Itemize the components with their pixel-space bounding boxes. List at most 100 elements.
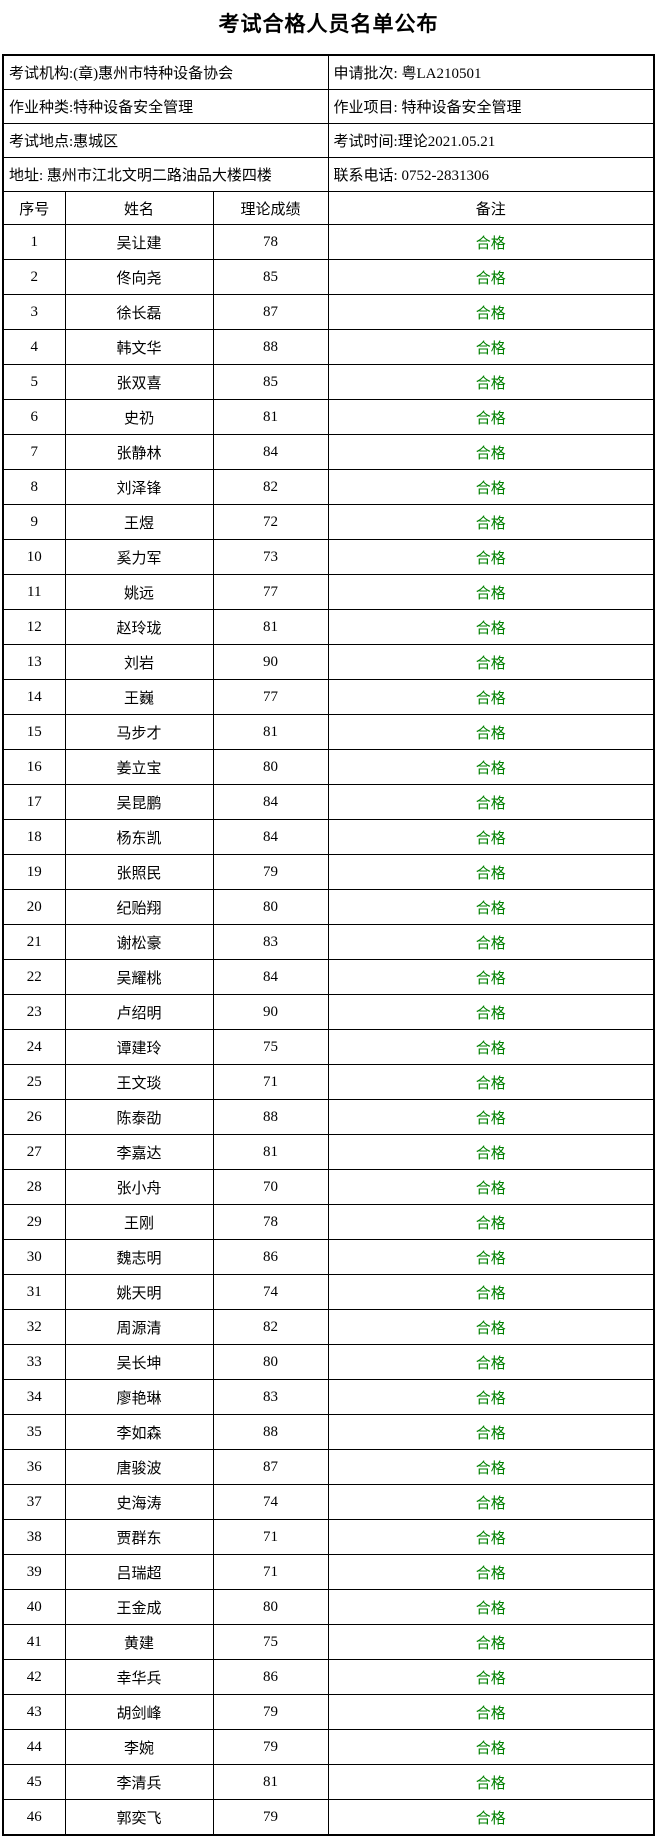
- table-row: 30 魏志明 86 合格: [2, 1239, 655, 1275]
- serial-cell: 4: [2, 329, 66, 365]
- serial-cell: 45: [2, 1764, 66, 1800]
- name-cell: 吴昆鹏: [64, 784, 214, 820]
- name-cell: 幸华兵: [64, 1659, 214, 1695]
- table-row: 3 徐长磊 87 合格: [2, 294, 655, 330]
- serial-cell: 43: [2, 1694, 66, 1730]
- remark-cell: 合格: [327, 504, 655, 540]
- name-cell: 佟向尧: [64, 259, 214, 295]
- header-remark: 备注: [327, 191, 655, 225]
- remark-cell: 合格: [327, 574, 655, 610]
- serial-cell: 11: [2, 574, 66, 610]
- remark-cell: 合格: [327, 1449, 655, 1485]
- score-cell: 86: [212, 1659, 329, 1695]
- remark-cell: 合格: [327, 609, 655, 645]
- serial-cell: 10: [2, 539, 66, 575]
- score-cell: 78: [212, 1204, 329, 1240]
- score-cell: 75: [212, 1029, 329, 1065]
- name-cell: 李婉: [64, 1729, 214, 1765]
- info-cell-left: 作业种类:特种设备安全管理: [2, 89, 329, 124]
- table-row: 25 王文琰 71 合格: [2, 1064, 655, 1100]
- table-row: 28 张小舟 70 合格: [2, 1169, 655, 1205]
- name-cell: 廖艳琳: [64, 1379, 214, 1415]
- score-cell: 81: [212, 1134, 329, 1170]
- name-cell: 黄建: [64, 1624, 214, 1660]
- remark-cell: 合格: [327, 1694, 655, 1730]
- serial-cell: 27: [2, 1134, 66, 1170]
- serial-cell: 12: [2, 609, 66, 645]
- table-row: 40 王金成 80 合格: [2, 1589, 655, 1625]
- name-cell: 王巍: [64, 679, 214, 715]
- name-cell: 唐骏波: [64, 1449, 214, 1485]
- score-cell: 79: [212, 1694, 329, 1730]
- name-cell: 吴让建: [64, 224, 214, 260]
- remark-cell: 合格: [327, 1134, 655, 1170]
- remark-cell: 合格: [327, 1764, 655, 1800]
- remark-cell: 合格: [327, 1519, 655, 1555]
- remark-cell: 合格: [327, 1659, 655, 1695]
- score-cell: 80: [212, 1589, 329, 1625]
- score-cell: 83: [212, 924, 329, 960]
- serial-cell: 6: [2, 399, 66, 435]
- table-row: 46 郭奕飞 79 合格: [2, 1799, 655, 1836]
- score-cell: 75: [212, 1624, 329, 1660]
- table-row: 22 吴耀桃 84 合格: [2, 959, 655, 995]
- serial-cell: 14: [2, 679, 66, 715]
- info-cell-left: 考试地点:惠城区: [2, 123, 329, 158]
- remark-cell: 合格: [327, 959, 655, 995]
- score-cell: 83: [212, 1379, 329, 1415]
- remark-cell: 合格: [327, 1624, 655, 1660]
- score-cell: 71: [212, 1519, 329, 1555]
- name-cell: 贾群东: [64, 1519, 214, 1555]
- remark-cell: 合格: [327, 1029, 655, 1065]
- table-row: 12 赵玲珑 81 合格: [2, 609, 655, 645]
- info-row: 考试机构:(章)惠州市特种设备协会 申请批次: 粤LA210501: [2, 54, 655, 90]
- remark-cell: 合格: [327, 854, 655, 890]
- name-cell: 王金成: [64, 1589, 214, 1625]
- serial-cell: 42: [2, 1659, 66, 1695]
- name-cell: 谢松豪: [64, 924, 214, 960]
- table-row: 16 姜立宝 80 合格: [2, 749, 655, 785]
- table-row: 27 李嘉达 81 合格: [2, 1134, 655, 1170]
- name-cell: 卢绍明: [64, 994, 214, 1030]
- serial-cell: 35: [2, 1414, 66, 1450]
- table-row: 36 唐骏波 87 合格: [2, 1449, 655, 1485]
- score-cell: 88: [212, 1099, 329, 1135]
- remark-cell: 合格: [327, 1799, 655, 1836]
- serial-cell: 7: [2, 434, 66, 470]
- table-row: 4 韩文华 88 合格: [2, 329, 655, 365]
- table-row: 38 贾群东 71 合格: [2, 1519, 655, 1555]
- score-cell: 79: [212, 1799, 329, 1836]
- remark-cell: 合格: [327, 1729, 655, 1765]
- serial-cell: 13: [2, 644, 66, 680]
- table-row: 23 卢绍明 90 合格: [2, 994, 655, 1030]
- table-row: 8 刘泽锋 82 合格: [2, 469, 655, 505]
- serial-cell: 30: [2, 1239, 66, 1275]
- remark-cell: 合格: [327, 1099, 655, 1135]
- name-cell: 奚力军: [64, 539, 214, 575]
- name-cell: 陈泰劭: [64, 1099, 214, 1135]
- name-cell: 姚天明: [64, 1274, 214, 1310]
- serial-cell: 5: [2, 364, 66, 400]
- remark-cell: 合格: [327, 1589, 655, 1625]
- score-cell: 71: [212, 1554, 329, 1590]
- remark-cell: 合格: [327, 434, 655, 470]
- remark-cell: 合格: [327, 1484, 655, 1520]
- score-cell: 73: [212, 539, 329, 575]
- score-cell: 87: [212, 294, 329, 330]
- serial-cell: 20: [2, 889, 66, 925]
- name-cell: 王煜: [64, 504, 214, 540]
- remark-cell: 合格: [327, 924, 655, 960]
- info-cell-right: 作业项目: 特种设备安全管理: [327, 89, 655, 124]
- serial-cell: 46: [2, 1799, 66, 1836]
- name-cell: 纪贻翔: [64, 889, 214, 925]
- serial-cell: 38: [2, 1519, 66, 1555]
- serial-cell: 18: [2, 819, 66, 855]
- table-header-row: 序号 姓名 理论成绩 备注: [2, 191, 655, 225]
- score-cell: 78: [212, 224, 329, 260]
- remark-cell: 合格: [327, 819, 655, 855]
- table-row: 14 王巍 77 合格: [2, 679, 655, 715]
- table-row: 21 谢松豪 83 合格: [2, 924, 655, 960]
- score-cell: 88: [212, 329, 329, 365]
- table-row: 20 纪贻翔 80 合格: [2, 889, 655, 925]
- table-row: 43 胡剑峰 79 合格: [2, 1694, 655, 1730]
